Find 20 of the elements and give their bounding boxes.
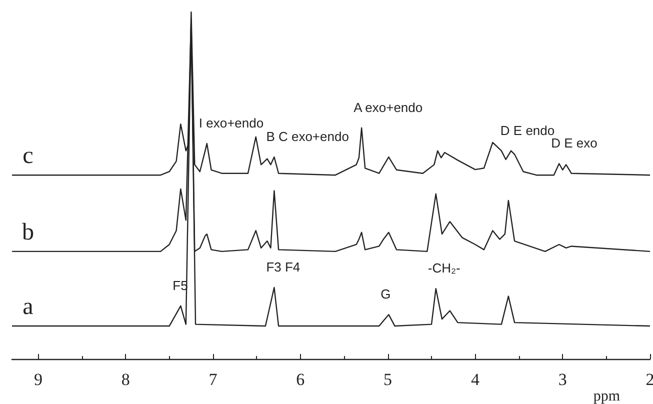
annotation: G: [380, 286, 391, 302]
annotation: D E exo: [551, 136, 598, 151]
x-tick-label: 7: [208, 370, 218, 389]
annotation: D E endo: [500, 122, 555, 138]
x-tick-label: 2: [646, 370, 653, 389]
annotation: A exo+endo: [354, 100, 423, 115]
x-axis-title: ppm: [593, 388, 620, 404]
series-label: b: [22, 219, 34, 246]
series-label: a: [22, 294, 34, 320]
x-tick-label: 3: [558, 370, 567, 389]
x-tick-label: 9: [34, 370, 42, 389]
x-tick-label: 4: [470, 370, 480, 389]
x-tick-label: 5: [384, 370, 392, 389]
annotation: I exo+endo: [198, 116, 264, 131]
annotation: B C exo+endo: [266, 129, 349, 144]
x-tick-label: 8: [121, 370, 130, 389]
annotation: F3 F4: [266, 260, 300, 275]
x-tick-label: 6: [296, 370, 305, 389]
annotation: -CH₂-: [428, 260, 460, 276]
series-label: c: [22, 143, 34, 170]
